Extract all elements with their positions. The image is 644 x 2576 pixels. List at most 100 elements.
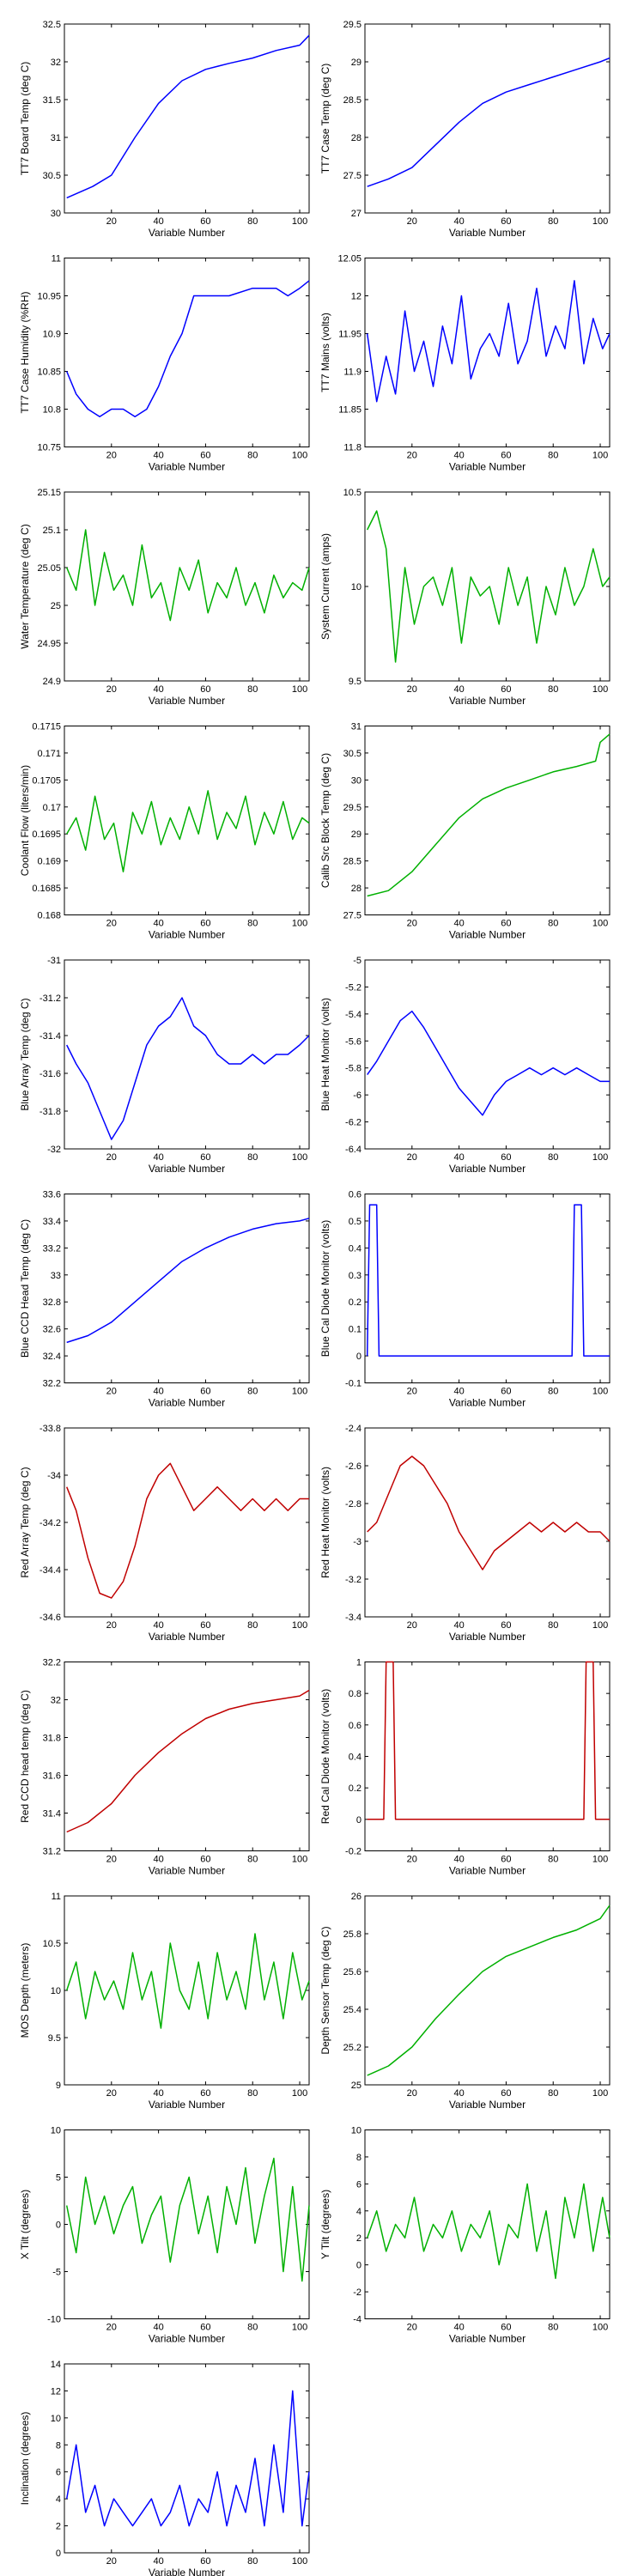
y-tick-label: 10	[351, 582, 361, 592]
x-tick-label: 20	[407, 2323, 417, 2333]
x-tick-label: 60	[200, 2323, 210, 2333]
series-line	[65, 2157, 310, 2282]
series-line	[366, 1204, 610, 1357]
x-tick-label: 60	[200, 919, 210, 929]
chart-15: 20 40 60 80 100 -0.2 0 0.2 0.4 0.6 0.8 1 Variable Nu…	[319, 1658, 611, 1877]
y-tick-label: 10.95	[37, 292, 61, 302]
y-tick-label: 25.2	[343, 2043, 361, 2053]
y-tick-label: -31.2	[39, 993, 61, 1004]
y-tick-label: 26	[351, 1892, 361, 1902]
plot-area	[64, 959, 310, 1150]
y-tick-label: 10.9	[43, 330, 61, 340]
y-tick-label: 27	[351, 209, 361, 219]
x-tick-label: 20	[407, 1152, 417, 1163]
y-tick-label: 11.8	[343, 443, 361, 453]
x-tick-label: 40	[453, 1855, 464, 1865]
chart-2: 20 40 60 80 100 10.75 10.8 10.85 10.9 10.95 11 Vari…	[19, 254, 310, 473]
x-tick-label: 100	[592, 2088, 608, 2099]
plot-area	[64, 23, 310, 214]
x-tick-label: 100	[292, 1620, 307, 1631]
x-tick-label: 60	[200, 451, 210, 461]
y-tick-label: 0.168	[37, 911, 61, 921]
x-tick-label: 20	[106, 2323, 117, 2333]
x-tick-label: 40	[153, 2323, 163, 2333]
y-tick-label: 24.9	[43, 677, 61, 687]
x-tick-label: 20	[407, 216, 417, 227]
x-tick-label: 40	[453, 1152, 464, 1163]
x-tick-label: 20	[106, 1855, 117, 1865]
y-tick-label: 0.6	[349, 1190, 361, 1200]
x-tick-label: 20	[407, 2088, 417, 2099]
y-tick-label: 28	[351, 884, 361, 894]
x-axis-label: Variable Number	[149, 2333, 225, 2345]
y-tick-label: -2.6	[345, 1461, 361, 1472]
y-tick-label: 0.4	[349, 1243, 361, 1254]
y-axis-label: Blue Heat Monitor (volts)	[319, 998, 331, 1111]
x-tick-label: 60	[501, 216, 511, 227]
y-tick-label: 10.5	[343, 488, 361, 498]
y-tick-label: 12	[51, 2386, 61, 2397]
y-tick-label: 0.2	[349, 1783, 361, 1794]
x-tick-label: 100	[292, 216, 307, 227]
y-tick-label: 10	[51, 2126, 61, 2136]
y-tick-label: 14	[51, 2360, 61, 2370]
y-tick-label: -5	[52, 2268, 61, 2278]
x-axis-label: Variable Number	[449, 1865, 526, 1877]
y-tick-label: -3	[353, 1537, 361, 1547]
series-line	[66, 997, 310, 1140]
y-axis-label: TT7 Mains (volts)	[319, 313, 331, 392]
chart-19: 20 40 60 80 100 -4 -2 0 2 4 6 8 10 Variable Number Y T…	[319, 2126, 611, 2345]
x-tick-label: 60	[501, 919, 511, 929]
y-tick-label: -6.4	[345, 1145, 361, 1155]
y-tick-label: 2	[56, 2522, 61, 2532]
chart-9: 20 40 60 80 100 -6.4 -6.2 -6 -5.8 -5.6 -5.4 -5.2 -5 V…	[319, 956, 611, 1175]
y-tick-label: 25.1	[43, 526, 61, 536]
x-tick-label: 40	[453, 1620, 464, 1631]
y-axis-label: TT7 Board Temp (deg C)	[19, 62, 31, 176]
y-tick-label: 30	[51, 209, 61, 219]
x-tick-label: 80	[247, 1387, 258, 1397]
series-line	[367, 1905, 611, 2076]
y-axis-label: Red Cal Diode Monitor (volts)	[319, 1689, 331, 1824]
series-line	[66, 1462, 309, 1599]
y-tick-label: -31.6	[39, 1069, 61, 1079]
x-tick-label: 100	[292, 1387, 307, 1397]
y-axis-label: Coolant Flow (liters/min)	[19, 765, 31, 876]
y-tick-label: 31.4	[43, 1809, 61, 1820]
y-tick-label: 5	[56, 2173, 61, 2184]
y-tick-label: 25.4	[343, 2005, 361, 2015]
y-tick-label: 29	[351, 58, 361, 68]
y-tick-label: -5.6	[345, 1036, 361, 1047]
y-tick-label: 32	[51, 1696, 61, 1706]
y-tick-label: -0.1	[345, 1379, 361, 1389]
plot-area	[64, 258, 310, 447]
y-tick-label: 10.5	[43, 1939, 61, 1949]
x-tick-label: 80	[548, 216, 558, 227]
x-tick-label: 100	[292, 1855, 307, 1865]
x-tick-label: 80	[548, 451, 558, 461]
plot-area	[364, 23, 611, 214]
plot-area	[64, 491, 310, 682]
x-tick-label: 40	[153, 2556, 163, 2567]
x-tick-label: 20	[106, 1620, 117, 1631]
x-tick-label: 40	[153, 451, 163, 461]
y-tick-label: 25.05	[37, 563, 61, 574]
chart-8: 20 40 60 80 100 -32 -31.8 -31.6 -31.4 -31.2 -31 Var…	[19, 956, 310, 1175]
y-axis-label: Blue Cal Diode Monitor (volts)	[319, 1220, 331, 1357]
y-tick-label: -5	[353, 956, 361, 966]
y-tick-label: 32.6	[43, 1325, 61, 1335]
y-axis-label: Calib Src Block Temp (deg C)	[319, 753, 331, 888]
y-axis-label: Red Heat Monitor (volts)	[319, 1467, 331, 1578]
y-axis-label: Water Temperature (deg C)	[19, 524, 31, 648]
y-tick-label: 8	[56, 2440, 61, 2451]
x-tick-label: 20	[407, 451, 417, 461]
x-axis-label: Variable Number	[149, 1163, 225, 1175]
series-line	[66, 790, 310, 872]
y-tick-label: 10	[51, 1986, 61, 1996]
x-tick-label: 20	[106, 684, 117, 695]
x-tick-label: 100	[592, 1152, 608, 1163]
x-axis-label: Variable Number	[149, 461, 225, 473]
y-tick-label: 30.5	[43, 171, 61, 181]
y-tick-label: 28	[351, 133, 361, 143]
y-tick-label: -6	[353, 1091, 361, 1101]
